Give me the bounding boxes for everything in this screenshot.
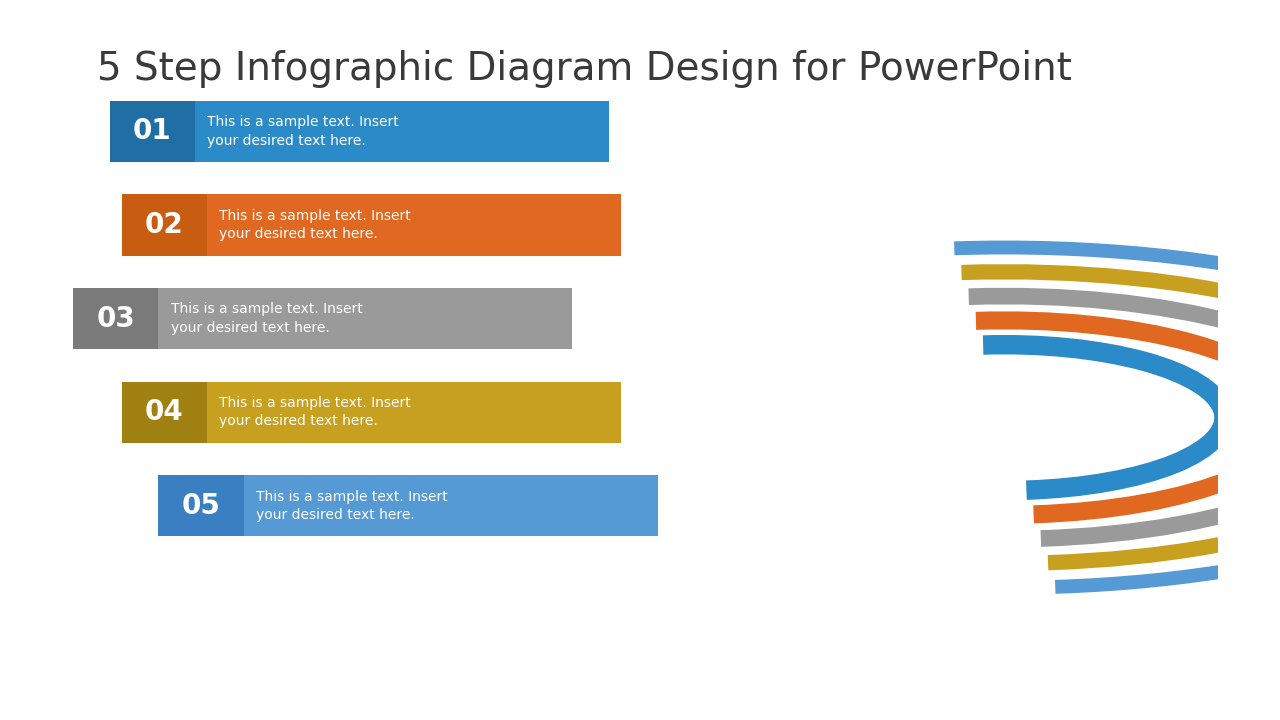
FancyBboxPatch shape [110,101,195,162]
FancyBboxPatch shape [207,194,621,256]
Text: 01: 01 [133,117,172,145]
FancyBboxPatch shape [159,475,243,536]
Text: 02: 02 [145,211,184,239]
FancyBboxPatch shape [207,382,621,443]
Text: This is a sample text. Insert
your desired text here.: This is a sample text. Insert your desir… [170,302,362,335]
FancyBboxPatch shape [159,288,572,349]
Text: 05: 05 [182,492,220,520]
Text: 04: 04 [145,398,184,426]
Text: This is a sample text. Insert
your desired text here.: This is a sample text. Insert your desir… [256,490,448,522]
Text: This is a sample text. Insert
your desired text here.: This is a sample text. Insert your desir… [219,209,411,241]
FancyBboxPatch shape [73,288,159,349]
FancyBboxPatch shape [122,382,207,443]
Text: This is a sample text. Insert
your desired text here.: This is a sample text. Insert your desir… [219,396,411,428]
Text: This is a sample text. Insert
your desired text here.: This is a sample text. Insert your desir… [207,115,399,148]
Text: 03: 03 [96,305,136,333]
Text: 5 Step Infographic Diagram Design for PowerPoint: 5 Step Infographic Diagram Design for Po… [97,50,1073,89]
FancyBboxPatch shape [122,194,207,256]
FancyBboxPatch shape [195,101,609,162]
FancyBboxPatch shape [243,475,658,536]
